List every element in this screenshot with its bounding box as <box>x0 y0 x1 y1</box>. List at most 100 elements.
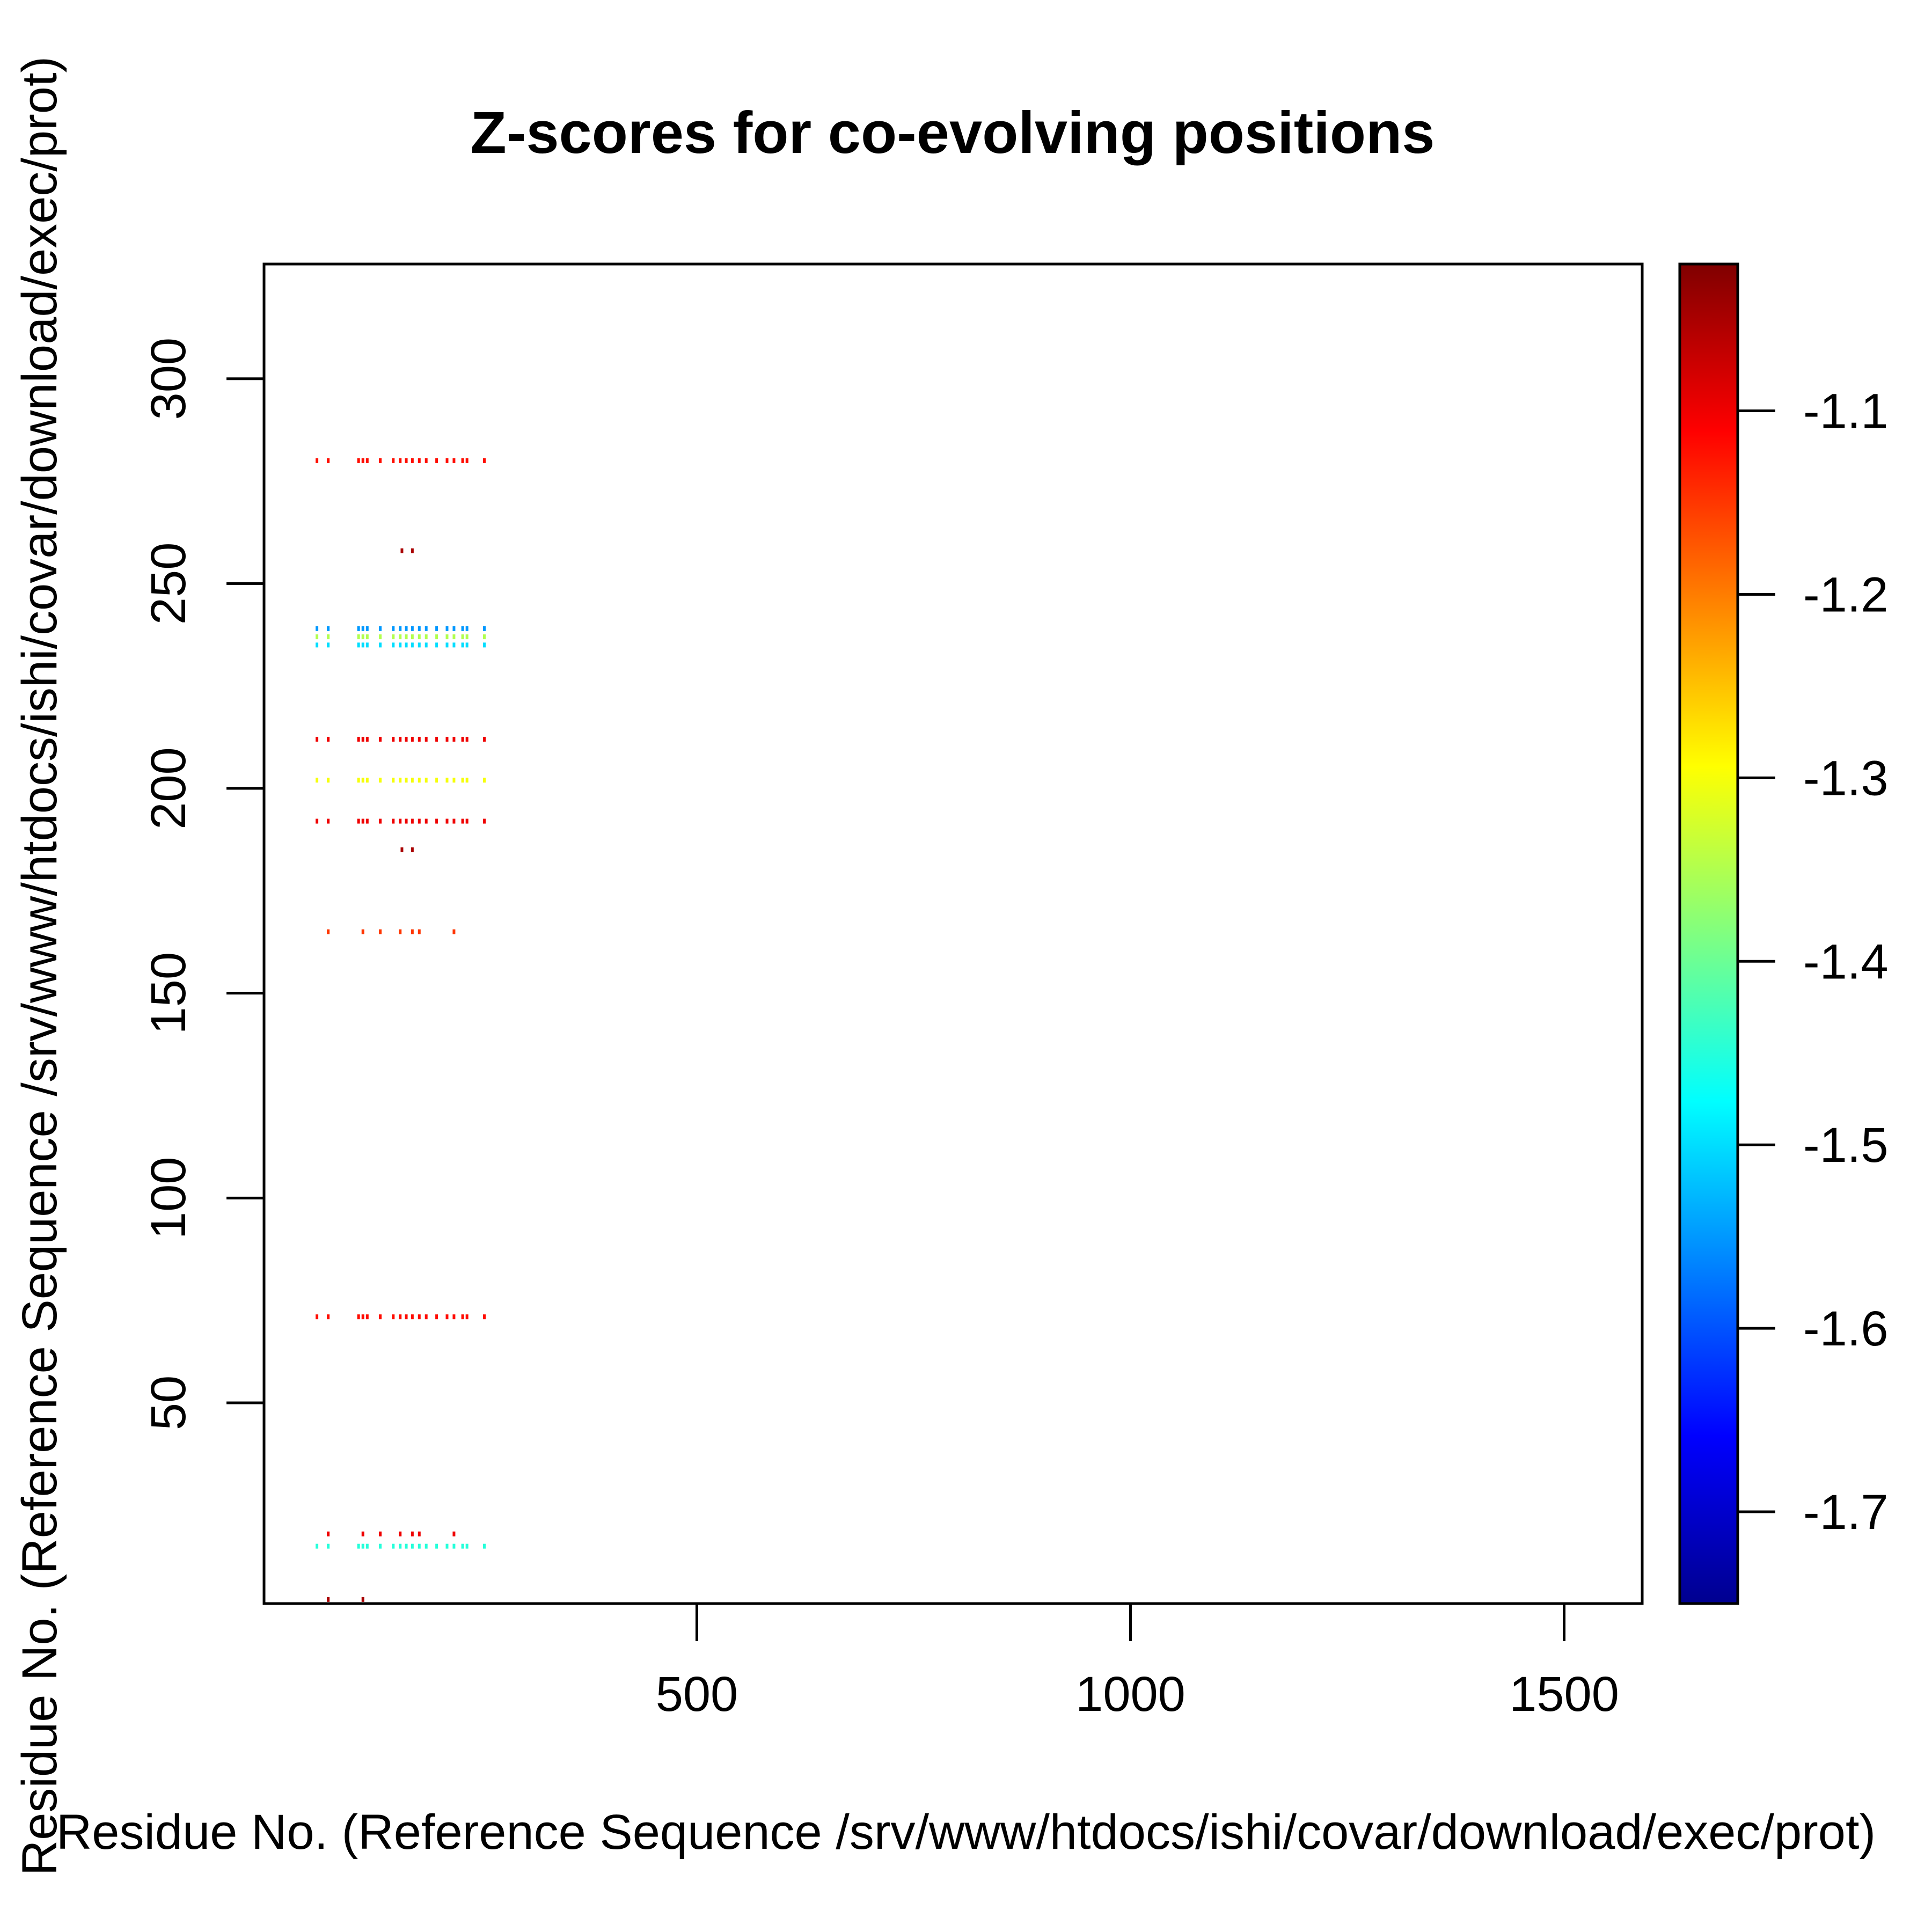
colorbar-tick-label: -1.5 <box>1803 1118 1889 1173</box>
heatmap-cell <box>425 778 428 783</box>
heatmap-cell <box>316 818 319 824</box>
heatmap-cell <box>399 1531 402 1536</box>
x-tick-label: 1000 <box>1075 1667 1185 1722</box>
heatmap-cell <box>361 736 364 742</box>
heatmap-cell <box>482 1543 486 1549</box>
heatmap-cell <box>465 1543 469 1549</box>
heatmap-cell <box>361 929 364 934</box>
heatmap-cell <box>465 458 469 463</box>
heatmap-cell <box>461 642 464 648</box>
heatmap-cell <box>411 634 414 640</box>
heatmap-cell <box>361 818 364 824</box>
heatmap-cell <box>425 458 428 463</box>
heatmap-cell <box>435 458 438 463</box>
heatmap-cell <box>452 818 456 824</box>
heatmap-cell <box>316 778 319 783</box>
heatmap-cell <box>399 818 402 824</box>
heatmap-cell <box>411 847 414 853</box>
heatmap-cell <box>425 642 428 648</box>
heatmap-cell <box>405 642 408 648</box>
heatmap-cell <box>379 818 382 824</box>
heatmap-cell <box>327 929 330 934</box>
heatmap-cell <box>418 818 421 824</box>
heatmap-cell <box>327 1531 330 1536</box>
heatmap-cell <box>418 642 421 648</box>
heatmap-cell <box>327 642 330 648</box>
heatmap-cell <box>435 642 438 648</box>
chart-title: Z-scores for co-evolving positions <box>471 100 1435 166</box>
heatmap-cell <box>357 458 360 463</box>
heatmap-cell <box>411 1543 414 1549</box>
heatmap-cell <box>461 634 464 640</box>
heatmap-cell <box>465 778 469 783</box>
heatmap-cell <box>365 626 369 631</box>
heatmap-cell <box>465 642 469 648</box>
heatmap-cell <box>418 1543 421 1549</box>
heatmap-cell <box>392 458 395 463</box>
heatmap-cell <box>365 818 369 824</box>
heatmap-cell <box>452 634 456 640</box>
heatmap-cell <box>327 778 330 783</box>
heatmap-cell <box>411 626 414 631</box>
heatmap-cell <box>361 1543 364 1549</box>
colorbar-tick-label: -1.4 <box>1803 934 1889 989</box>
heatmap-cell <box>316 736 319 742</box>
heatmap-cell <box>411 1531 414 1536</box>
heatmap-cell <box>399 642 402 648</box>
heatmap-cell <box>379 626 382 631</box>
x-tick-label: 1500 <box>1509 1667 1619 1722</box>
heatmap-cell <box>399 1314 402 1320</box>
colorbar-ticks: -1.1 -1.2 -1.3 -1.4 -1.5 -1.6 -1.7 <box>1738 384 1889 1540</box>
heatmap-cell <box>445 818 449 824</box>
heatmap-cell <box>361 1314 364 1320</box>
heatmap-cell <box>405 736 408 742</box>
heatmap-cell <box>379 1314 382 1320</box>
heatmap-cell <box>418 626 421 631</box>
heatmap-cell <box>405 818 408 824</box>
heatmap-cell <box>392 642 395 648</box>
heatmap-cell <box>465 626 469 631</box>
heatmap-cell <box>482 778 486 783</box>
heatmap-cell <box>405 458 408 463</box>
heatmap-cell <box>357 778 360 783</box>
heatmap-cell <box>465 1314 469 1320</box>
colorbar-tick-label: -1.1 <box>1803 384 1889 439</box>
heatmap-cell <box>411 818 414 824</box>
heatmap-cell <box>461 458 464 463</box>
heatmap-cell <box>445 634 449 640</box>
heatmap-cell <box>327 1597 330 1602</box>
heatmap-cell <box>411 929 414 934</box>
heatmap-cell <box>445 458 449 463</box>
heatmap-cell <box>361 1597 364 1602</box>
heatmap-cell <box>418 929 421 934</box>
heatmap-cell <box>361 626 364 631</box>
heatmap-cell <box>379 634 382 640</box>
heatmap-cell <box>361 642 364 648</box>
heatmap-cell <box>400 548 404 553</box>
heatmap-cell <box>399 736 402 742</box>
heatmap-cell <box>399 634 402 640</box>
heatmap-cell <box>452 1314 456 1320</box>
heatmap-cell <box>461 1543 464 1549</box>
heatmap-cell <box>405 634 408 640</box>
heatmap-cell <box>452 642 456 648</box>
heatmap-cell <box>327 626 330 631</box>
colorbar-tick-label: -1.3 <box>1803 751 1889 806</box>
heatmap-cell <box>435 626 438 631</box>
heatmap-cell <box>445 642 449 648</box>
heatmap-cell <box>425 736 428 742</box>
heatmap-cell <box>425 1314 428 1320</box>
heatmap-cell <box>425 626 428 631</box>
heatmap-cell <box>379 458 382 463</box>
heatmap-cell <box>452 626 456 631</box>
heatmap-cell <box>411 1314 414 1320</box>
heatmap-cell <box>392 1543 395 1549</box>
y-tick-label: 50 <box>141 1375 196 1430</box>
heatmap-cell <box>379 1543 382 1549</box>
heatmap-cell <box>411 548 414 553</box>
heatmap-cells <box>316 458 486 1602</box>
heatmap-cell <box>445 626 449 631</box>
heatmap-cell <box>361 778 364 783</box>
heatmap-cell <box>435 736 438 742</box>
colorbar: -1.1 -1.2 -1.3 -1.4 -1.5 -1.6 -1.7 <box>1678 262 1889 1605</box>
